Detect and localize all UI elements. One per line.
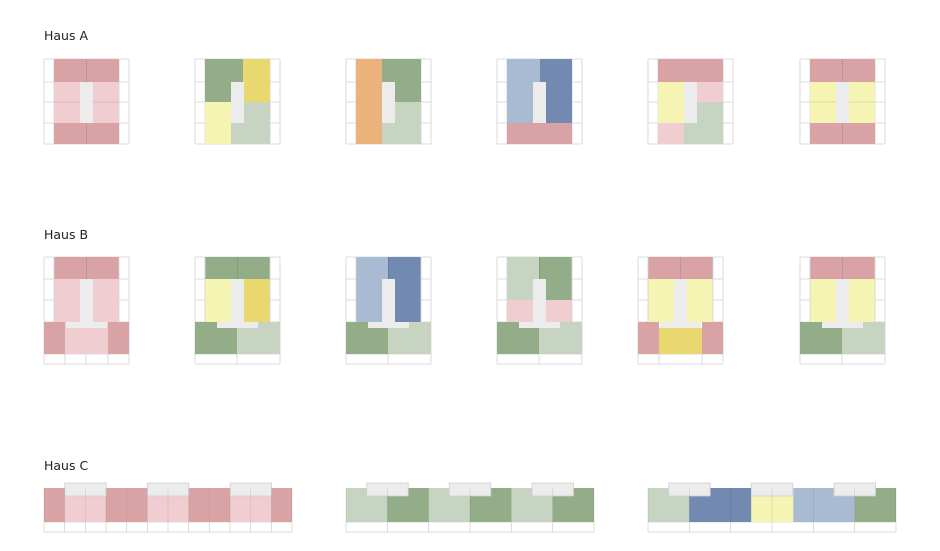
apartment-unit xyxy=(810,59,875,82)
apartment-unit xyxy=(638,322,659,354)
apartment-unit xyxy=(271,488,292,522)
stair-core xyxy=(684,82,697,123)
stair-core xyxy=(836,279,849,328)
stair-core xyxy=(366,482,409,497)
apartment-unit xyxy=(810,123,875,144)
apartment-unit xyxy=(697,82,723,102)
apartment-unit xyxy=(85,496,106,522)
apartment-unit xyxy=(702,322,723,354)
stair-core xyxy=(531,482,574,497)
apartment-unit xyxy=(230,496,251,522)
haus-a-plan-3 xyxy=(345,58,432,145)
stair-core xyxy=(674,279,687,328)
apartment-unit xyxy=(244,279,270,322)
stair-core xyxy=(533,82,546,123)
apartment-unit xyxy=(93,82,119,123)
apartment-unit xyxy=(205,257,270,279)
apartment-unit xyxy=(209,488,230,522)
apartment-unit xyxy=(54,123,119,144)
haus-b-plan-3 xyxy=(345,256,432,365)
apartment-unit xyxy=(54,257,119,279)
apartment-unit xyxy=(849,279,875,322)
stair-core xyxy=(80,279,93,328)
corridor xyxy=(368,322,409,328)
apartment-unit xyxy=(64,496,86,522)
apartment-unit xyxy=(243,59,270,102)
apartment-unit xyxy=(44,488,65,522)
apartment-unit xyxy=(687,279,713,322)
haus-b-plan-5 xyxy=(637,256,724,365)
apartment-unit xyxy=(108,322,129,354)
section-title-haus-a: Haus A xyxy=(44,28,89,43)
haus-c-strip-3 xyxy=(647,482,897,533)
haus-b-plan-4 xyxy=(496,256,583,365)
apartment-unit xyxy=(65,322,86,354)
stair-core xyxy=(833,482,876,497)
haus-c-strip-1 xyxy=(43,482,293,533)
apartment-unit xyxy=(648,279,674,322)
apartment-unit xyxy=(546,300,572,322)
haus-a-plan-4 xyxy=(496,58,583,145)
apartment-unit xyxy=(810,82,836,123)
stair-core xyxy=(231,82,244,123)
section-title-haus-c: Haus C xyxy=(44,458,89,473)
apartment-unit xyxy=(356,59,382,144)
apartment-unit xyxy=(658,59,723,82)
apartment-unit xyxy=(507,300,533,322)
haus-a-plan-6 xyxy=(799,58,886,145)
apartment-unit xyxy=(54,82,80,123)
stair-core xyxy=(448,482,492,497)
stair-core xyxy=(229,482,272,497)
corridor xyxy=(660,322,701,328)
stair-core xyxy=(533,279,546,328)
haus-a-plan-2 xyxy=(194,58,281,145)
apartment-unit xyxy=(106,488,127,522)
apartment-unit xyxy=(659,328,702,354)
stair-core xyxy=(146,482,190,497)
apartment-unit xyxy=(658,82,684,123)
apartment-unit xyxy=(658,123,684,144)
apartment-unit xyxy=(54,279,80,322)
apartment-unit xyxy=(751,496,794,522)
stair-core xyxy=(750,482,794,497)
corridor xyxy=(822,322,863,328)
apartment-unit xyxy=(648,257,713,279)
apartment-unit xyxy=(507,123,572,144)
haus-a-plan-5 xyxy=(647,58,734,145)
apartment-unit xyxy=(810,257,875,279)
stair-core xyxy=(382,279,395,328)
corridor xyxy=(217,322,258,328)
haus-c-strip-2 xyxy=(345,482,595,533)
corridor xyxy=(519,322,560,328)
apartment-unit xyxy=(86,322,108,354)
haus-a-plan-1 xyxy=(43,58,130,145)
apartment-unit xyxy=(54,59,119,82)
apartment-unit xyxy=(849,82,875,123)
apartment-unit xyxy=(93,279,119,322)
haus-b-plan-6 xyxy=(799,256,886,365)
haus-b-plan-1 xyxy=(43,256,130,365)
section-title-haus-b: Haus B xyxy=(44,227,89,242)
apartment-unit xyxy=(147,496,168,522)
apartment-unit xyxy=(810,279,836,322)
apartment-unit xyxy=(205,102,231,144)
apartment-unit xyxy=(250,496,272,522)
apartment-unit xyxy=(205,279,231,322)
apartment-unit xyxy=(168,496,189,522)
apartment-unit xyxy=(126,488,148,522)
stair-core xyxy=(231,279,244,328)
haus-b-plan-2 xyxy=(194,256,281,365)
stair-core xyxy=(668,482,711,497)
stair-core xyxy=(836,82,849,123)
apartment-unit xyxy=(188,488,210,522)
stair-core xyxy=(382,82,395,123)
stair-core xyxy=(80,82,93,123)
apartment-unit xyxy=(44,322,65,354)
corridor xyxy=(66,322,107,328)
stair-core xyxy=(64,482,107,497)
